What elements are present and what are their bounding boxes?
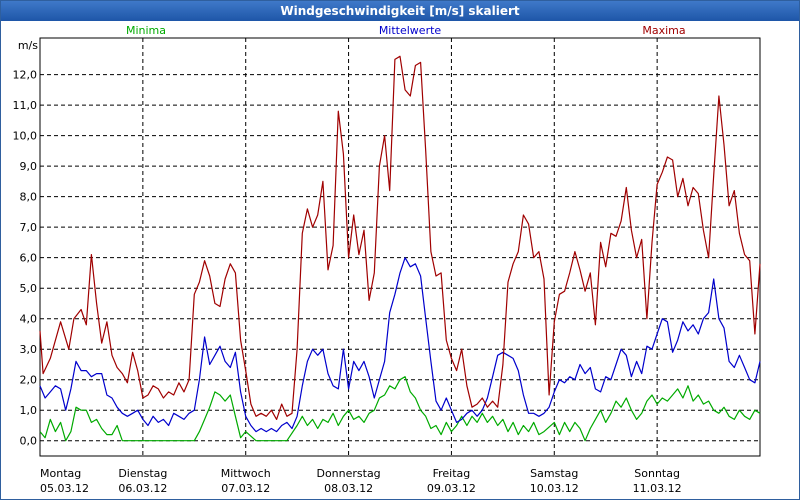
- y-axis-label: m/s: [18, 39, 38, 52]
- x-tick-day: Sonntag: [634, 467, 680, 480]
- x-tick-date: 08.03.12: [324, 482, 373, 495]
- legend-mittelwerte: Mittelwerte: [379, 24, 442, 37]
- series-line-mittelwerte: [39, 257, 761, 433]
- y-tick-label: 3,0: [20, 343, 38, 356]
- x-tick-date: 06.03.12: [118, 482, 167, 495]
- y-tick-label: 0,0: [20, 435, 38, 448]
- y-tick-label: 4,0: [20, 313, 38, 326]
- y-tick-label: 2,0: [20, 374, 38, 387]
- series-line-minima: [39, 376, 761, 442]
- x-tick-date: 09.03.12: [427, 482, 476, 495]
- window-title: Windgeschwindigkeit [m/s] skaliert: [1, 1, 799, 21]
- x-tick-day: Montag: [40, 467, 81, 480]
- x-tick-date: 05.03.12: [40, 482, 89, 495]
- y-tick-label: 7,0: [20, 221, 38, 234]
- x-tick-day: Mittwoch: [221, 467, 271, 480]
- x-tick-date: 10.03.12: [530, 482, 579, 495]
- x-tick-date: 07.03.12: [221, 482, 270, 495]
- y-tick-label: 1,0: [20, 404, 38, 417]
- y-tick-label: 5,0: [20, 282, 38, 295]
- x-tick-day: Samstag: [530, 467, 578, 480]
- y-tick-label: 6,0: [20, 252, 38, 265]
- x-tick-day: Dienstag: [118, 467, 167, 480]
- x-tick-date: 11.03.12: [633, 482, 682, 495]
- wind-speed-chart: 0,0 1,0 2,0 3,0 4,0 5,0 6,0 7,0 8,0 9,0 10,0 11,0 12…: [13, 24, 761, 495]
- legend-maxima: Maxima: [642, 24, 685, 37]
- y-tick-label: 9,0: [20, 160, 38, 173]
- y-tick-label: 11,0: [13, 99, 38, 112]
- y-tick-label: 10,0: [13, 130, 38, 143]
- x-tick-day: Donnerstag: [316, 467, 380, 480]
- series-line-maxima: [39, 55, 761, 420]
- legend-minima: Minima: [126, 24, 166, 37]
- y-tick-label: 8,0: [20, 191, 38, 204]
- x-tick-day: Freitag: [433, 467, 471, 480]
- y-tick-label: 12,0: [13, 69, 38, 82]
